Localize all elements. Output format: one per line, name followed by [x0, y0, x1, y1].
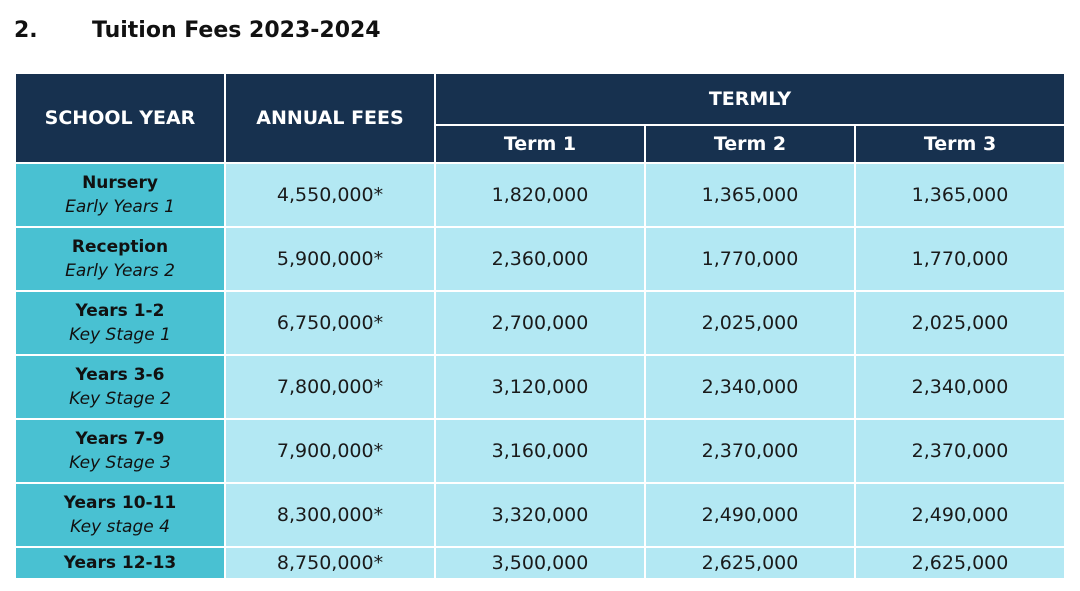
term-1-fee-cell: 3,320,000: [434, 482, 646, 548]
year-name: Reception: [71, 237, 169, 257]
year-stage: Key stage 4: [70, 517, 170, 537]
school-year-cell: Reception Early Years 2: [14, 226, 226, 292]
annual-fee-cell: 7,900,000*: [224, 418, 436, 484]
year-stage: Early Years 1: [65, 197, 175, 217]
term-3-fee-cell: 1,365,000: [853, 162, 1067, 228]
header-term-3: Term 3: [853, 124, 1067, 164]
term-2-fee-cell: 2,025,000: [644, 290, 856, 356]
term-2-fee-cell: 2,625,000: [644, 546, 856, 580]
annual-fee-cell: 4,550,000*: [224, 162, 436, 228]
annual-fee-cell: 7,800,000*: [224, 354, 436, 420]
table-row: Years 7-9 Key Stage 3 7,900,000* 3,160,0…: [14, 418, 1067, 484]
table-row: Reception Early Years 2 5,900,000* 2,360…: [14, 226, 1067, 292]
header-termly: TERMLY: [433, 72, 1067, 126]
school-year-cell: Years 12-13: [14, 546, 226, 580]
table-row: Years 1-2 Key Stage 1 6,750,000* 2,700,0…: [14, 290, 1067, 356]
term-3-fee-cell: 2,340,000: [853, 354, 1067, 420]
term-1-fee-cell: 1,820,000: [434, 162, 646, 228]
term-3-fee-cell: 2,025,000: [853, 290, 1067, 356]
year-name: Years 1-2: [75, 301, 165, 321]
annual-fee-cell: 6,750,000*: [224, 290, 436, 356]
term-2-fee-cell: 1,770,000: [644, 226, 856, 292]
section-title: Tuition Fees 2023-2024: [92, 17, 381, 43]
header-term-1: Term 1: [434, 124, 646, 164]
term-1-fee-cell: 3,160,000: [434, 418, 646, 484]
term-3-fee-cell: 1,770,000: [853, 226, 1067, 292]
section-heading: 2. Tuition Fees 2023-2024: [14, 14, 381, 46]
term-2-fee-cell: 2,340,000: [644, 354, 856, 420]
header-school-year: SCHOOL YEAR: [14, 72, 226, 164]
school-year-cell: Years 1-2 Key Stage 1: [14, 290, 226, 356]
year-stage: Key Stage 3: [69, 453, 171, 473]
table-row: Nursery Early Years 1 4,550,000* 1,820,0…: [14, 162, 1067, 228]
year-stage: Key Stage 1: [69, 325, 171, 345]
term-3-fee-cell: 2,490,000: [853, 482, 1067, 548]
year-stage: Key Stage 2: [69, 389, 171, 409]
header-annual-fees: ANNUAL FEES: [224, 72, 436, 164]
annual-fee-cell: 8,750,000*: [224, 546, 436, 580]
term-1-fee-cell: 2,700,000: [434, 290, 646, 356]
table-row: Years 3-6 Key Stage 2 7,800,000* 3,120,0…: [14, 354, 1067, 420]
year-name: Years 12-13: [63, 553, 177, 573]
year-name: Years 3-6: [75, 365, 165, 385]
tuition-fees-table: SCHOOL YEAR ANNUAL FEES TERMLY Term 1 Te…: [14, 72, 1067, 580]
term-2-fee-cell: 2,490,000: [644, 482, 856, 548]
section-number: 2.: [14, 17, 38, 43]
annual-fee-cell: 8,300,000*: [224, 482, 436, 548]
year-name: Years 10-11: [63, 493, 177, 513]
header-term-2: Term 2: [644, 124, 856, 164]
term-1-fee-cell: 3,120,000: [434, 354, 646, 420]
school-year-cell: Nursery Early Years 1: [14, 162, 226, 228]
annual-fee-cell: 5,900,000*: [224, 226, 436, 292]
year-stage: Early Years 2: [65, 261, 175, 281]
year-name: Years 7-9: [75, 429, 165, 449]
term-3-fee-cell: 2,625,000: [853, 546, 1067, 580]
school-year-cell: Years 7-9 Key Stage 3: [14, 418, 226, 484]
term-3-fee-cell: 2,370,000: [853, 418, 1067, 484]
term-1-fee-cell: 3,500,000: [434, 546, 646, 580]
term-1-fee-cell: 2,360,000: [434, 226, 646, 292]
table-row: Years 12-13 8,750,000* 3,500,000 2,625,0…: [14, 546, 1067, 580]
term-2-fee-cell: 2,370,000: [644, 418, 856, 484]
term-2-fee-cell: 1,365,000: [644, 162, 856, 228]
table-row: Years 10-11 Key stage 4 8,300,000* 3,320…: [14, 482, 1067, 548]
year-name: Nursery: [82, 173, 158, 193]
school-year-cell: Years 3-6 Key Stage 2: [14, 354, 226, 420]
school-year-cell: Years 10-11 Key stage 4: [14, 482, 226, 548]
